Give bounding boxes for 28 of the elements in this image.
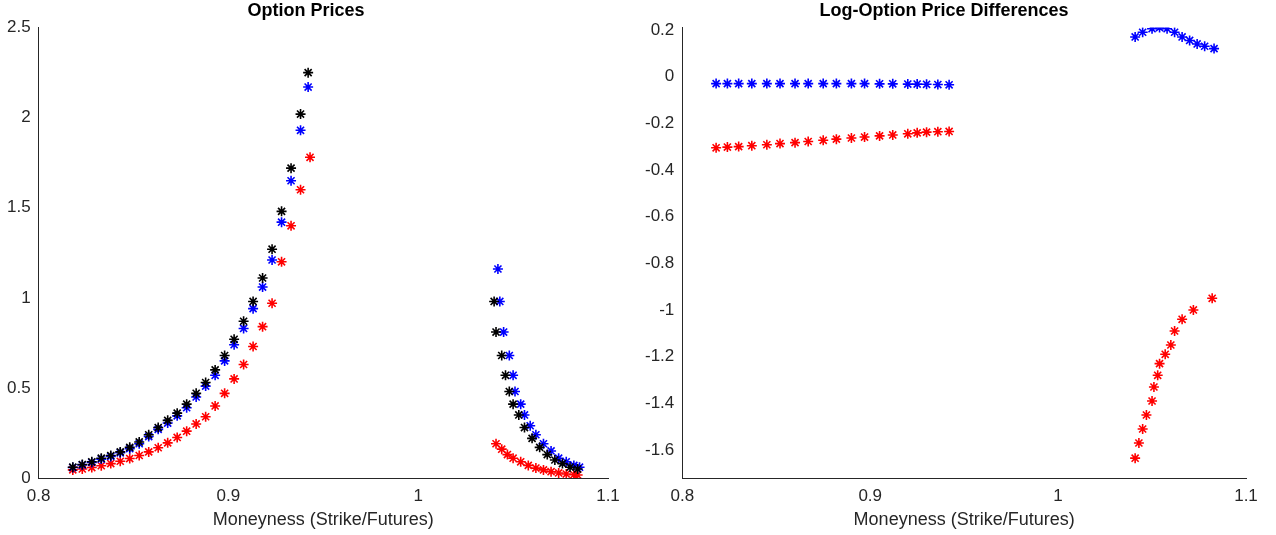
x-tick-label: 0.9 (858, 485, 883, 505)
y-tick-label: -0.6 (645, 206, 675, 226)
x-tick-label: 1.1 (596, 485, 620, 505)
y-tick-label: 0.5 (6, 377, 31, 397)
y-tick-label: 0 (21, 467, 31, 487)
y-tick-label: 2 (21, 107, 31, 127)
y-tick-label: -1 (659, 299, 675, 319)
x-tick-label: 1.1 (1234, 485, 1258, 505)
y-tick-label: 2.5 (6, 17, 31, 37)
y-tick-label: 1.5 (6, 197, 31, 217)
y-tick-label: 0.2 (650, 19, 675, 39)
y-tick-label: -1.2 (645, 346, 675, 366)
x-tick-label: 1 (413, 485, 423, 505)
x-axis-title: Moneyness (Strike/Futures) (212, 509, 434, 530)
y-tick-label: 1 (21, 287, 31, 307)
y-tick-label: 0 (664, 66, 675, 86)
chart-title: Option Prices (247, 0, 365, 20)
chart-title: Log-Option Price Differences (819, 0, 1069, 20)
y-tick-label: -0.8 (645, 252, 675, 272)
x-axis-title: Moneyness (Strike/Futures) (853, 509, 1075, 530)
x-tick-label: 0.9 (216, 485, 241, 505)
y-tick-label: -0.4 (645, 159, 675, 179)
x-tick-label: 0.8 (670, 485, 695, 505)
y-tick-label: -1.6 (645, 439, 675, 459)
y-tick-label: -1.4 (645, 393, 675, 413)
y-tick-label: -0.2 (645, 112, 675, 132)
x-tick-label: 1 (1053, 485, 1063, 505)
x-tick-label: 0.8 (26, 485, 51, 505)
